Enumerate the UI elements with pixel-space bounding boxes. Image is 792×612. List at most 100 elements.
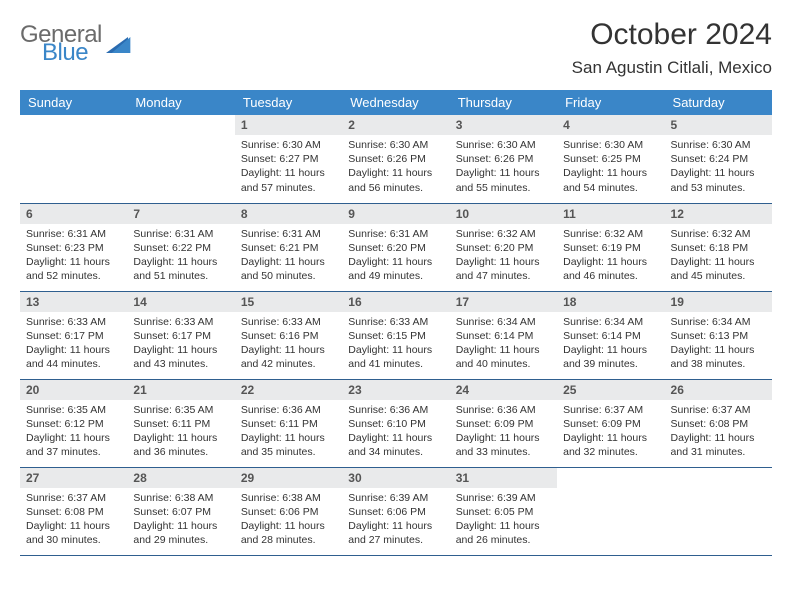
- day-number: 18: [557, 292, 664, 312]
- day-number: 8: [235, 204, 342, 224]
- daylight-label: Daylight:: [563, 432, 607, 444]
- sunrise-value: 6:38 AM: [175, 492, 214, 504]
- sunset-label: Sunset:: [563, 153, 602, 165]
- sunset-value: 6:09 PM: [602, 418, 641, 430]
- sunset-label: Sunset:: [456, 153, 495, 165]
- daylight-label: Daylight:: [563, 256, 607, 268]
- daylight-label: Daylight:: [133, 520, 177, 532]
- sunset-value: 6:14 PM: [494, 330, 533, 342]
- sunrise-label: Sunrise:: [26, 316, 67, 328]
- sunrise-label: Sunrise:: [563, 316, 604, 328]
- sunset-label: Sunset:: [671, 153, 710, 165]
- day-body: Sunrise: 6:30 AMSunset: 6:27 PMDaylight:…: [235, 135, 342, 201]
- day-number: 4: [557, 115, 664, 135]
- day-number: 29: [235, 468, 342, 488]
- logo-triangle-icon: [106, 37, 128, 53]
- day-number: 23: [342, 380, 449, 400]
- day-body: Sunrise: 6:36 AMSunset: 6:09 PMDaylight:…: [450, 400, 557, 466]
- sunrise-value: 6:34 AM: [497, 316, 536, 328]
- calendar-cell: 22Sunrise: 6:36 AMSunset: 6:11 PMDayligh…: [235, 379, 342, 467]
- sunrise-value: 6:30 AM: [605, 139, 644, 151]
- day-body: Sunrise: 6:31 AMSunset: 6:20 PMDaylight:…: [342, 224, 449, 290]
- calendar-cell: 31Sunrise: 6:39 AMSunset: 6:05 PMDayligh…: [450, 467, 557, 555]
- sunrise-label: Sunrise:: [563, 228, 604, 240]
- sunrise-value: 6:30 AM: [497, 139, 536, 151]
- calendar-cell: 17Sunrise: 6:34 AMSunset: 6:14 PMDayligh…: [450, 291, 557, 379]
- day-body: Sunrise: 6:34 AMSunset: 6:13 PMDaylight:…: [665, 312, 772, 378]
- day-number: 30: [342, 468, 449, 488]
- sunrise-value: 6:31 AM: [282, 228, 321, 240]
- daylight-label: Daylight:: [671, 256, 715, 268]
- sunset-label: Sunset:: [671, 418, 710, 430]
- logo-text-blue: Blue: [42, 42, 102, 64]
- sunset-label: Sunset:: [26, 506, 65, 518]
- sunrise-label: Sunrise:: [348, 228, 389, 240]
- day-body: Sunrise: 6:38 AMSunset: 6:07 PMDaylight:…: [127, 488, 234, 554]
- daylight-label: Daylight:: [671, 344, 715, 356]
- day-body: Sunrise: 6:34 AMSunset: 6:14 PMDaylight:…: [450, 312, 557, 378]
- day-body: Sunrise: 6:32 AMSunset: 6:18 PMDaylight:…: [665, 224, 772, 290]
- day-number: 11: [557, 204, 664, 224]
- sunset-value: 6:16 PM: [279, 330, 318, 342]
- calendar-cell: 18Sunrise: 6:34 AMSunset: 6:14 PMDayligh…: [557, 291, 664, 379]
- daylight-label: Daylight:: [671, 432, 715, 444]
- day-number: 31: [450, 468, 557, 488]
- calendar-cell: 27Sunrise: 6:37 AMSunset: 6:08 PMDayligh…: [20, 467, 127, 555]
- day-body: Sunrise: 6:39 AMSunset: 6:05 PMDaylight:…: [450, 488, 557, 554]
- sunset-value: 6:18 PM: [709, 242, 748, 254]
- day-number: 25: [557, 380, 664, 400]
- sunset-value: 6:10 PM: [387, 418, 426, 430]
- day-number: 21: [127, 380, 234, 400]
- calendar-cell: 15Sunrise: 6:33 AMSunset: 6:16 PMDayligh…: [235, 291, 342, 379]
- daylight-label: Daylight:: [241, 256, 285, 268]
- sunset-value: 6:22 PM: [172, 242, 211, 254]
- sunset-value: 6:06 PM: [279, 506, 318, 518]
- sunrise-value: 6:36 AM: [282, 404, 321, 416]
- calendar-cell: 25Sunrise: 6:37 AMSunset: 6:09 PMDayligh…: [557, 379, 664, 467]
- day-number: 2: [342, 115, 449, 135]
- day-body: Sunrise: 6:38 AMSunset: 6:06 PMDaylight:…: [235, 488, 342, 554]
- daylight-label: Daylight:: [348, 167, 392, 179]
- calendar-cell: 7Sunrise: 6:31 AMSunset: 6:22 PMDaylight…: [127, 203, 234, 291]
- day-number: 10: [450, 204, 557, 224]
- calendar-cell: 26Sunrise: 6:37 AMSunset: 6:08 PMDayligh…: [665, 379, 772, 467]
- daylight-label: Daylight:: [671, 167, 715, 179]
- sunset-label: Sunset:: [133, 330, 172, 342]
- calendar-cell: 29Sunrise: 6:38 AMSunset: 6:06 PMDayligh…: [235, 467, 342, 555]
- daylight-label: Daylight:: [26, 432, 70, 444]
- sunset-value: 6:12 PM: [65, 418, 104, 430]
- day-number: 22: [235, 380, 342, 400]
- sunset-value: 6:24 PM: [709, 153, 748, 165]
- day-number: 28: [127, 468, 234, 488]
- sunset-value: 6:14 PM: [602, 330, 641, 342]
- daylight-label: Daylight:: [241, 167, 285, 179]
- calendar-cell: 1Sunrise: 6:30 AMSunset: 6:27 PMDaylight…: [235, 115, 342, 203]
- sunrise-label: Sunrise:: [133, 316, 174, 328]
- daylight-label: Daylight:: [26, 256, 70, 268]
- day-body: Sunrise: 6:30 AMSunset: 6:24 PMDaylight:…: [665, 135, 772, 201]
- sunset-value: 6:11 PM: [279, 418, 317, 430]
- sunrise-value: 6:39 AM: [390, 492, 429, 504]
- sunrise-label: Sunrise:: [26, 228, 67, 240]
- day-body: Sunrise: 6:37 AMSunset: 6:08 PMDaylight:…: [20, 488, 127, 554]
- sunrise-value: 6:32 AM: [605, 228, 644, 240]
- sunrise-label: Sunrise:: [671, 139, 712, 151]
- calendar-cell: [557, 467, 664, 555]
- sunrise-value: 6:33 AM: [67, 316, 106, 328]
- sunrise-value: 6:35 AM: [67, 404, 106, 416]
- sunset-label: Sunset:: [241, 242, 280, 254]
- sunrise-label: Sunrise:: [456, 316, 497, 328]
- day-body: Sunrise: 6:37 AMSunset: 6:08 PMDaylight:…: [665, 400, 772, 466]
- sunrise-value: 6:37 AM: [712, 404, 751, 416]
- sunset-value: 6:20 PM: [387, 242, 426, 254]
- daylight-label: Daylight:: [563, 167, 607, 179]
- day-number: 17: [450, 292, 557, 312]
- sunrise-label: Sunrise:: [456, 492, 497, 504]
- sunset-value: 6:27 PM: [279, 153, 318, 165]
- calendar-cell: 5Sunrise: 6:30 AMSunset: 6:24 PMDaylight…: [665, 115, 772, 203]
- sunset-label: Sunset:: [241, 330, 280, 342]
- sunrise-label: Sunrise:: [348, 139, 389, 151]
- sunset-label: Sunset:: [456, 506, 495, 518]
- day-body: Sunrise: 6:33 AMSunset: 6:15 PMDaylight:…: [342, 312, 449, 378]
- calendar-cell: [127, 115, 234, 203]
